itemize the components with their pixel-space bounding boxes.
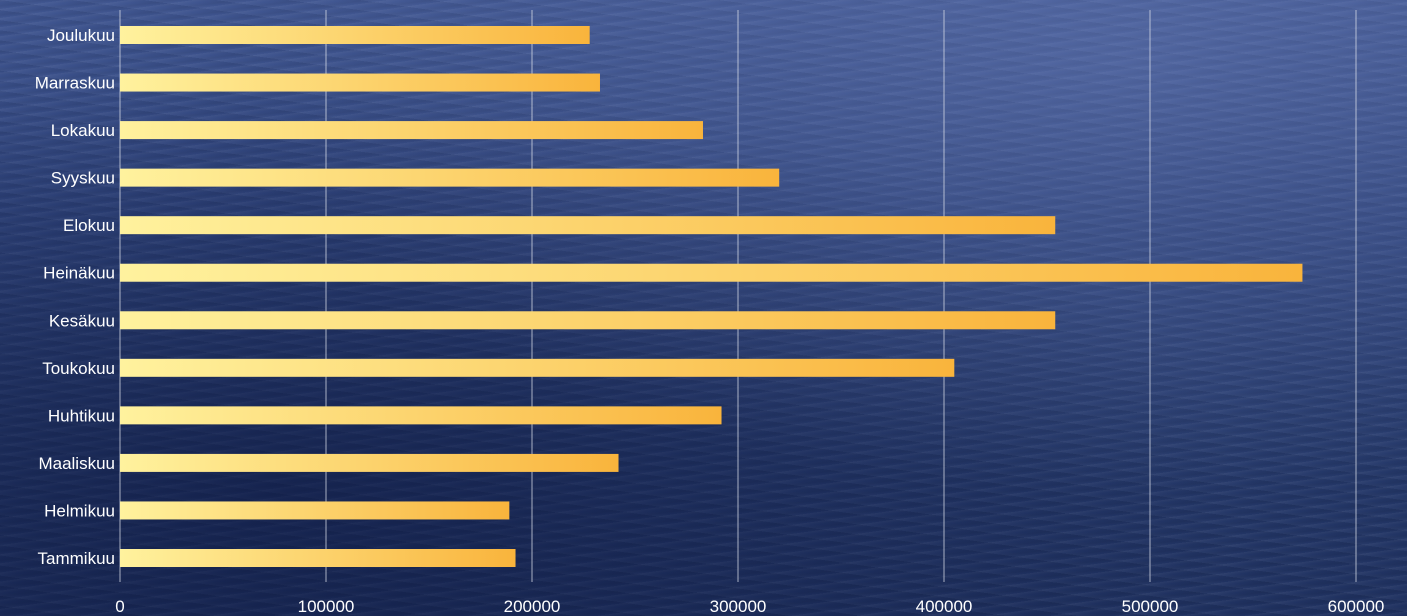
bar-tammikuu (120, 549, 516, 567)
bar-syyskuu (120, 168, 780, 187)
bar-maaliskuu (120, 453, 619, 472)
y-category-label: Huhtikuu (48, 406, 115, 425)
y-category-label: Joulukuu (47, 26, 115, 45)
bar-huhtikuu (120, 406, 722, 425)
y-category-label: Lokakuu (51, 121, 115, 140)
y-category-label: Marraskuu (35, 74, 115, 93)
y-category-label: Helmikuu (44, 501, 115, 520)
bar-lokakuu (120, 121, 703, 140)
bar-marraskuu (120, 73, 600, 92)
x-tick-label: 400000 (916, 597, 973, 616)
y-category-label: Kesäkuu (49, 311, 115, 330)
y-category-label: Elokuu (63, 216, 115, 235)
bar-heinäkuu (120, 263, 1303, 282)
bar-helmikuu (120, 501, 510, 520)
x-tick-label: 200000 (504, 597, 561, 616)
bar-toukokuu (120, 358, 955, 377)
bar-joulukuu (120, 26, 590, 44)
y-category-label: Heinäkuu (43, 264, 115, 283)
x-tick-label: 500000 (1122, 597, 1179, 616)
y-category-label: Maaliskuu (38, 454, 115, 473)
y-category-label: Toukokuu (42, 359, 115, 378)
x-tick-label: 0 (115, 597, 124, 616)
x-tick-label: 100000 (298, 597, 355, 616)
y-category-label: Tammikuu (38, 549, 115, 568)
x-tick-label: 600000 (1328, 597, 1385, 616)
x-tick-label: 300000 (710, 597, 767, 616)
bar-elokuu (120, 216, 1056, 235)
bar-kesäkuu (120, 311, 1056, 330)
y-category-label: Syyskuu (51, 169, 115, 188)
